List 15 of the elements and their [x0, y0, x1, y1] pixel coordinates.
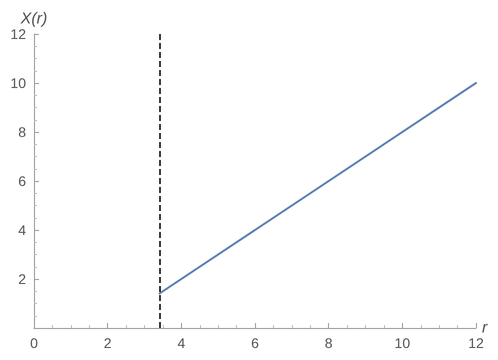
x-tick-label: 8 [324, 335, 333, 351]
y-tick-label: 4 [18, 222, 26, 238]
y-axis-title: X(r) [20, 10, 48, 28]
x-axis-title: r [482, 320, 488, 336]
x-tick-label: 12 [468, 335, 484, 351]
x-tick-label: 6 [251, 335, 260, 351]
y-tick-label: 6 [18, 173, 26, 189]
y-tick-label: 12 [10, 26, 26, 42]
x-tick-label: 10 [394, 335, 410, 351]
x-tick-label: 4 [177, 335, 186, 351]
x-tick-label: 2 [104, 335, 112, 351]
y-tick-label: 2 [18, 271, 26, 287]
x-tick-label: 0 [30, 335, 38, 351]
y-tick-label: 10 [10, 75, 26, 91]
y-tick-label: 8 [18, 124, 26, 140]
